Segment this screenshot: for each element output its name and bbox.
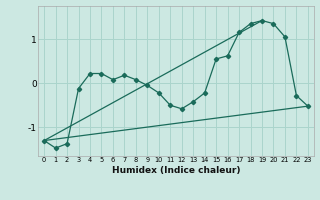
X-axis label: Humidex (Indice chaleur): Humidex (Indice chaleur) xyxy=(112,166,240,175)
